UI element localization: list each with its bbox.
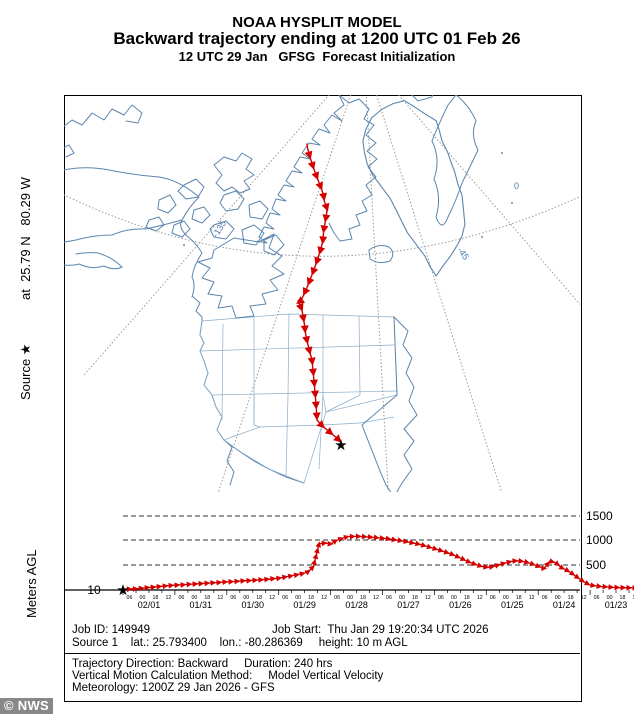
svg-text:02/01: 02/01 xyxy=(138,600,161,610)
svg-text:12: 12 xyxy=(321,595,327,601)
svg-text:06: 06 xyxy=(334,595,340,601)
svg-text:12: 12 xyxy=(581,595,587,601)
svg-text:12: 12 xyxy=(165,595,171,601)
svg-text:★: ★ xyxy=(116,582,129,599)
svg-text:12: 12 xyxy=(217,595,223,601)
svg-text:06: 06 xyxy=(386,595,392,601)
svg-text:★: ★ xyxy=(334,437,347,454)
svg-text:12: 12 xyxy=(477,595,483,601)
svg-text:06: 06 xyxy=(594,595,600,601)
svg-text:06: 06 xyxy=(542,595,548,601)
svg-text:500: 500 xyxy=(586,558,606,572)
svg-text:1500: 1500 xyxy=(586,509,613,523)
svg-text:12: 12 xyxy=(373,595,379,601)
svg-text:01/24: 01/24 xyxy=(553,600,576,610)
svg-text:06: 06 xyxy=(438,595,444,601)
svg-text:01/28: 01/28 xyxy=(345,600,368,610)
svg-text:06: 06 xyxy=(490,595,496,601)
svg-text:01/30: 01/30 xyxy=(242,600,265,610)
svg-text:12: 12 xyxy=(529,595,535,601)
svg-text:0: 0 xyxy=(514,181,519,191)
svg-text:01/26: 01/26 xyxy=(449,600,472,610)
svg-text:01/27: 01/27 xyxy=(397,600,420,610)
svg-text:06: 06 xyxy=(230,595,236,601)
svg-text:01/25: 01/25 xyxy=(501,600,524,610)
svg-text:06: 06 xyxy=(178,595,184,601)
svg-text:12: 12 xyxy=(425,595,431,601)
svg-text:06: 06 xyxy=(282,595,288,601)
svg-text:-45: -45 xyxy=(455,245,471,261)
svg-text:12: 12 xyxy=(269,595,275,601)
svg-text:01/31: 01/31 xyxy=(190,600,213,610)
svg-text:1000: 1000 xyxy=(586,533,613,547)
svg-text:01/23: 01/23 xyxy=(605,600,628,610)
svg-text:01/29: 01/29 xyxy=(293,600,316,610)
